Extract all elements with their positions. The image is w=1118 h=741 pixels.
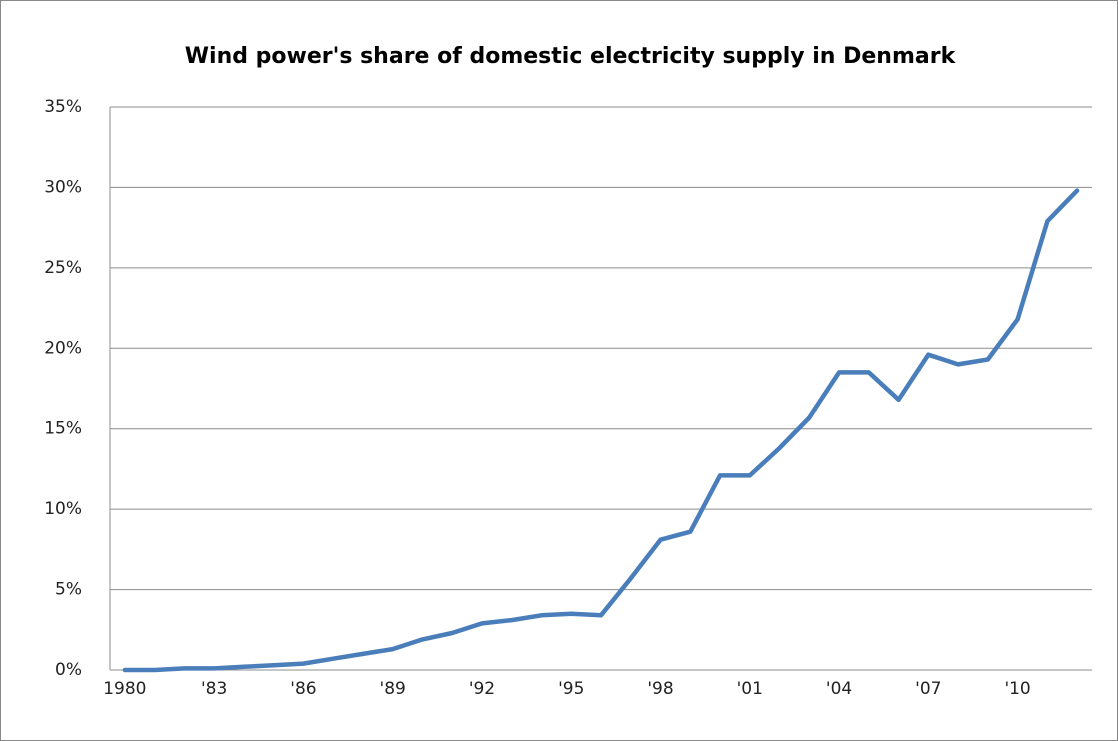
x-tick-label: '04 [826,679,852,699]
x-tick-label: '83 [201,679,227,699]
x-tick-label: '95 [558,679,584,699]
x-tick-label: '07 [915,679,941,699]
y-tick-label: 30% [44,177,82,197]
x-tick-label: '92 [469,679,495,699]
data-line [122,188,1080,673]
y-tick-label: 15% [44,419,82,439]
x-tick-label: '86 [290,679,316,699]
x-tick-label: '01 [737,679,763,699]
x-tick-label: '10 [1004,679,1030,699]
y-tick-label: 5% [55,580,82,600]
y-tick-label: 10% [44,499,82,519]
x-tick-label: '98 [647,679,673,699]
y-tick-label: 25% [44,258,82,278]
x-tick-label: '89 [380,679,406,699]
x-tick-label: 1980 [103,679,146,699]
y-tick-label: 0% [55,660,82,680]
chart-title: Wind power's share of domestic electrici… [185,44,957,69]
y-tick-label: 35% [44,97,82,117]
y-tick-label: 20% [44,338,82,358]
